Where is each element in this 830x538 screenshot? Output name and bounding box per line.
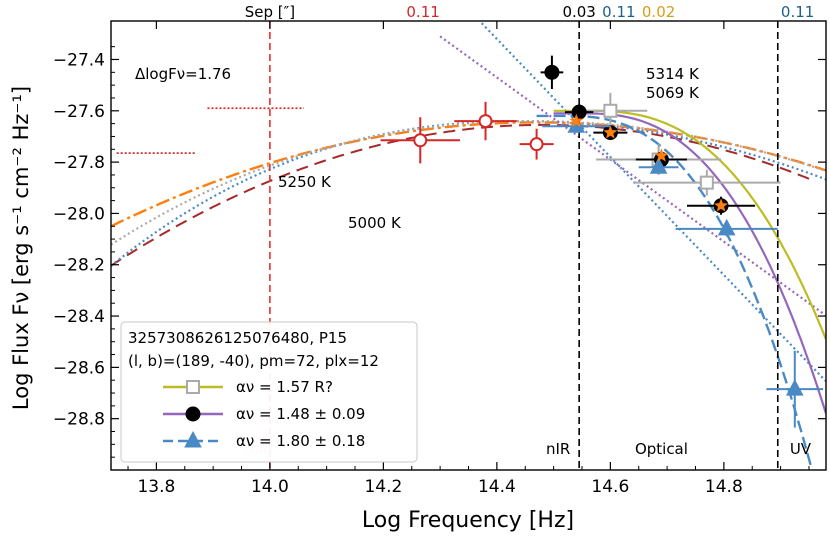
temperature-label-5000: 5000 K xyxy=(348,214,402,232)
data-point xyxy=(785,379,804,396)
top-axis-value: 0.11 xyxy=(406,3,439,21)
series-star xyxy=(569,113,728,212)
band-labels: nIROpticalUVmid xyxy=(244,440,811,458)
data-point xyxy=(714,198,728,212)
x-axis-ticks: 13.8 14.0 14.2 14.4 14.6 14.8 xyxy=(127,21,810,497)
top-axis-value: 0.11 xyxy=(602,3,635,21)
legend-marker xyxy=(184,430,202,448)
legend-marker xyxy=(186,380,200,394)
legend-title-id: 3257308626125076480, P15 xyxy=(128,329,347,347)
data-point xyxy=(603,103,618,118)
y-tick-label: −28.6 xyxy=(53,358,105,378)
top-axis-value: 0.02 xyxy=(642,3,675,21)
legend-marker xyxy=(185,406,201,422)
legend-entry-label: αν = 1.48 ± 0.09 xyxy=(236,405,365,423)
fit-alpha-1-80-curve xyxy=(536,114,814,470)
x-tick-label: 14.6 xyxy=(591,477,629,497)
top-axis-value: 0.03 xyxy=(562,3,595,21)
y-tick-label: −28.0 xyxy=(53,204,105,224)
data-point xyxy=(654,148,669,162)
x-tick-label: 14.4 xyxy=(478,477,516,497)
temperature-label-5314: 5314 K xyxy=(646,65,700,83)
data-point xyxy=(571,104,587,120)
temperature-label-5069: 5069 K xyxy=(646,84,700,102)
y-tick-label: −28.8 xyxy=(53,410,105,430)
upper-limits xyxy=(116,107,304,155)
series-filled-triangle xyxy=(542,116,824,428)
band-label: nIR xyxy=(546,440,570,458)
y-axis-ticks: −27.4 −27.6 −27.8 −28.0 −28.2 −28.4 −28.6 −28.8 xyxy=(53,46,826,458)
data-point xyxy=(603,125,618,139)
top-axis: Sep [″] 0.11 0.03 0.11 0.02 0.11 xyxy=(245,3,815,21)
series-open-square xyxy=(573,92,781,196)
y-tick-label: −27.8 xyxy=(53,153,105,173)
delta-annotation: ΔlogFν=1.76 xyxy=(135,65,231,83)
data-points xyxy=(380,55,824,428)
data-point xyxy=(529,137,544,152)
series-open-circle xyxy=(380,101,554,164)
y-tick-label: −28.4 xyxy=(53,307,105,327)
power-law-purple-dotted xyxy=(439,35,826,317)
data-point xyxy=(544,64,560,80)
legend-title-coords: (l, b)=(189, -40), pm=72, plx=12 xyxy=(128,352,379,370)
data-point xyxy=(413,133,428,148)
data-point xyxy=(478,114,493,129)
x-tick-label: 14.8 xyxy=(705,477,743,497)
temperature-label-5250: 5250 K xyxy=(278,173,332,191)
x-tick-label: 13.8 xyxy=(137,477,175,497)
fit-alpha-1-48-curve xyxy=(553,112,826,414)
legend: 3257308626125076480, P15 (l, b)=(189, -4… xyxy=(120,321,418,463)
x-axis-label: Log Frequency [Hz] xyxy=(362,508,574,533)
data-point xyxy=(649,157,668,174)
fit-alpha-1-57-curve xyxy=(553,109,826,340)
legend-entries: αν = 1.57 R? αν = 1.48 ± 0.09 αν = 1.80 ± … xyxy=(163,378,365,450)
band-label: Optical xyxy=(635,440,688,458)
y-axis-label: Log Flux Fν [erg s⁻¹ cm⁻² Hz⁻¹] xyxy=(9,86,33,410)
x-tick-label: 14.2 xyxy=(364,477,402,497)
x-tick-label: 14.0 xyxy=(251,477,289,497)
top-axis-label: Sep [″] xyxy=(245,3,295,21)
data-point xyxy=(717,218,736,236)
data-point xyxy=(569,113,584,127)
y-tick-label: −27.6 xyxy=(53,102,105,122)
bb-5314-curve xyxy=(111,120,826,246)
data-point xyxy=(567,116,586,133)
legend-entry-label: αν = 1.57 R? xyxy=(236,378,333,396)
band-label: UV xyxy=(790,440,812,458)
legend-box xyxy=(120,321,418,463)
bb-5069-curve xyxy=(111,120,826,267)
y-tick-label: −28.2 xyxy=(53,256,105,276)
legend-entry-label: αν = 1.80 ± 0.18 xyxy=(236,432,365,450)
bb-5000-curve xyxy=(111,123,816,267)
power-law-blue-dotted xyxy=(478,21,826,382)
top-axis-value: 0.11 xyxy=(781,3,814,21)
y-tick-label: −27.4 xyxy=(53,50,105,70)
data-point xyxy=(699,175,714,190)
